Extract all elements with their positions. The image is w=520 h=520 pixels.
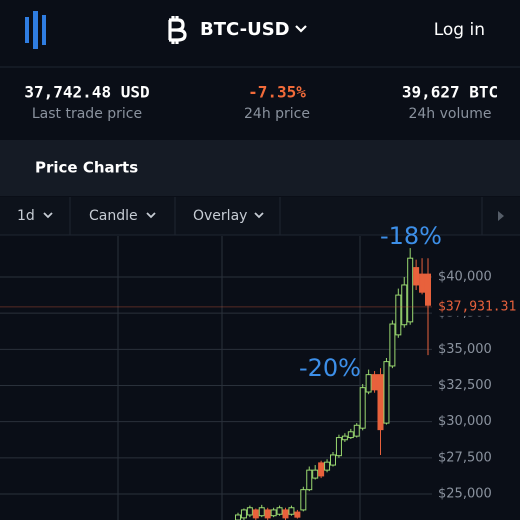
candle-body	[294, 511, 301, 518]
y-tick-label: $27,500	[438, 450, 492, 465]
stat-value: 37,742.48 USD	[24, 83, 149, 102]
candle-body	[270, 509, 277, 517]
y-tick-label: $40,000	[438, 270, 492, 285]
candle-body	[312, 469, 319, 479]
candle-body	[347, 431, 354, 439]
candle-body	[252, 509, 259, 519]
price-label-bg	[434, 297, 520, 316]
candle-body	[240, 509, 247, 519]
annotation: -18%	[380, 222, 442, 250]
chevron	[43, 212, 53, 219]
chart-type-selector[interactable]: Candle	[89, 208, 138, 224]
candle-body	[306, 469, 313, 491]
candle-body	[276, 507, 283, 515]
chevron	[146, 212, 156, 219]
candle-body	[377, 374, 384, 431]
candle-body	[395, 294, 402, 336]
logo-bar	[42, 15, 46, 45]
stat-value: 39,627 BTC	[402, 83, 498, 102]
section-header	[0, 140, 520, 196]
candle-body	[365, 374, 372, 393]
candle-body	[235, 514, 241, 520]
logo-bar	[33, 11, 38, 49]
stat-label: 24h price	[244, 106, 310, 122]
stat-label: Last trade price	[32, 106, 142, 122]
annotation: -20%	[299, 354, 361, 382]
candle-body	[318, 462, 325, 477]
scroll-arrow[interactable]	[498, 211, 504, 221]
price-label: $37,931.31	[438, 299, 516, 314]
candle-body	[324, 461, 331, 471]
logo-bar	[25, 17, 29, 43]
logo[interactable]	[25, 11, 46, 49]
candle-body	[383, 361, 390, 424]
candle-body	[389, 323, 396, 367]
btc-icon	[168, 16, 187, 44]
candle-body	[288, 507, 295, 515]
section-title: Price Charts	[35, 159, 138, 177]
pair-selector[interactable]: BTC-USD	[200, 19, 290, 40]
candle-body	[359, 387, 366, 429]
candle-body	[264, 509, 271, 519]
candle-body	[341, 435, 348, 441]
candle-body	[413, 267, 420, 286]
candle-body	[407, 257, 414, 323]
stat-value: -7.35%	[248, 83, 306, 102]
candle-body	[371, 374, 378, 391]
candle-body	[401, 284, 408, 326]
candle-body	[353, 424, 360, 437]
stat-label: 24h volume	[408, 106, 491, 122]
candle-body	[300, 489, 307, 511]
y-tick-label: $35,000	[438, 342, 492, 357]
candle-body	[282, 509, 289, 519]
y-tick-label: $32,500	[438, 378, 492, 393]
chevron	[254, 212, 264, 219]
y-tick-label: $30,000	[438, 414, 492, 429]
candle-body	[330, 454, 336, 466]
chevron	[295, 25, 307, 33]
candle-body	[335, 437, 342, 457]
candle-body	[258, 507, 265, 517]
overlay-selector[interactable]: Overlay	[193, 208, 247, 224]
y-tick-label: $25,000	[438, 487, 492, 502]
login-button[interactable]: Log in	[434, 20, 485, 40]
candle-body	[419, 273, 426, 293]
price-chart: $40,000$37,500$35,000$32,500$30,000$27,5…	[0, 222, 520, 520]
interval-selector[interactable]: 1d	[17, 208, 35, 224]
candle-body	[425, 273, 431, 306]
candle-body	[246, 507, 253, 516]
